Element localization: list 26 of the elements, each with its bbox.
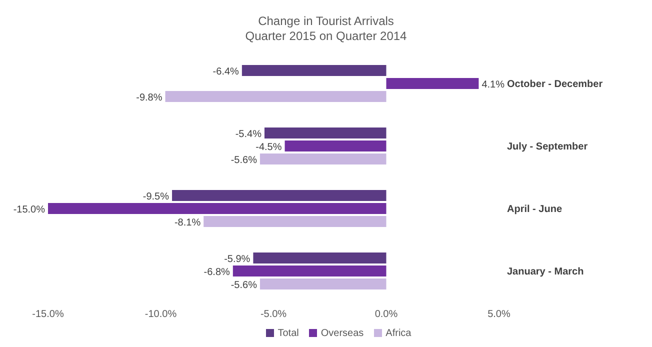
data-label: -5.9% [224, 254, 250, 265]
data-label: -5.6% [230, 280, 258, 291]
x-tick-label: -10.0% [144, 309, 177, 320]
legend-label: Africa [386, 328, 412, 339]
data-label: -5.6% [230, 155, 258, 166]
chart-subtitle: Quarter 2015 on Quarter 2014 [244, 29, 408, 44]
x-tick-label: -15.0% [32, 309, 64, 320]
data-label: -6.4% [212, 66, 240, 78]
data-label: -9.5% [142, 192, 170, 202]
data-label: -6.8% [204, 267, 230, 278]
data-label: -4.5% [256, 142, 282, 153]
y-tick-label: January - March [507, 266, 584, 278]
legend-label: Total [278, 328, 299, 339]
y-tick-label: July - September [507, 141, 588, 152]
legend-label: Overseas [320, 328, 364, 339]
data-label: -8.1% [174, 218, 201, 228]
x-tick-label: -5.0% [260, 309, 287, 320]
y-tick-label: April - June [507, 204, 562, 215]
data-label: -9.8% [136, 92, 162, 104]
data-label: -15.0% [13, 204, 46, 216]
data-label: -5.4% [235, 129, 262, 140]
data-label: 4.1% [482, 80, 505, 90]
chart-title: Change in Tourist Arrivals [257, 14, 395, 29]
x-tick-label: 0.0% [374, 309, 398, 320]
y-tick-label: October - December [507, 78, 603, 90]
x-tick-label: 5.0% [488, 309, 511, 320]
